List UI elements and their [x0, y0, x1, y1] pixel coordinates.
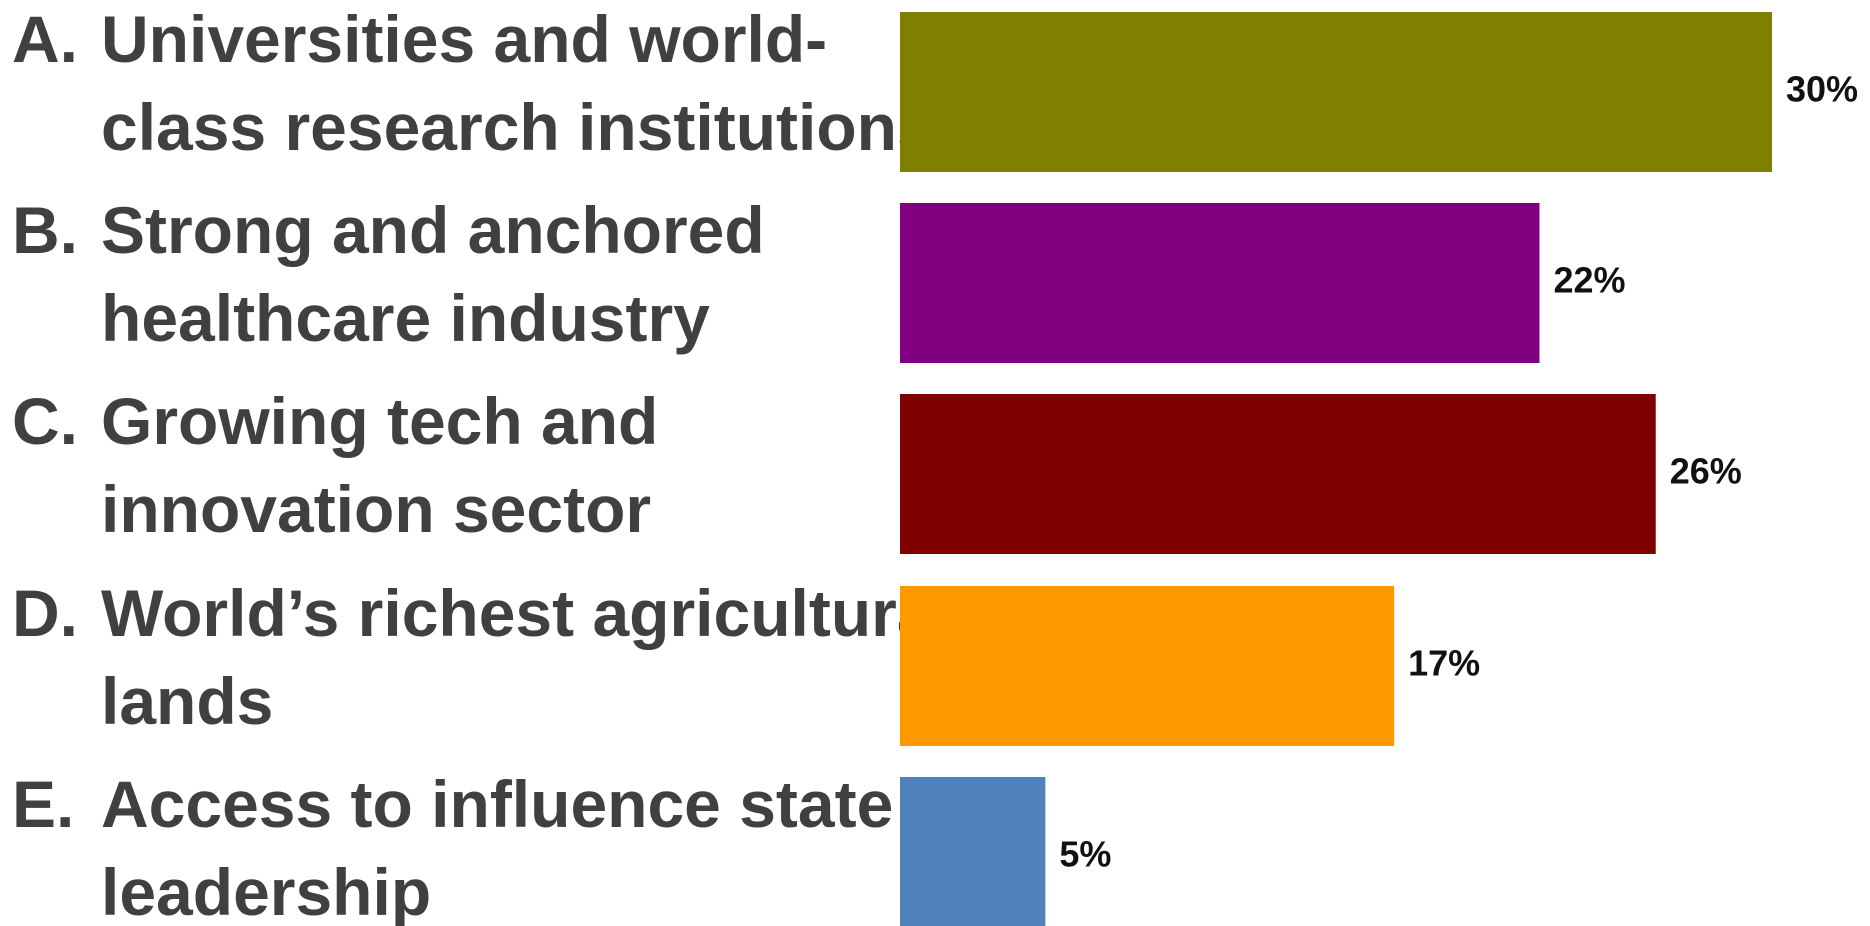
- option-d-letter: D.: [12, 576, 78, 650]
- option-b-label-line-2: healthcare industry: [101, 281, 710, 355]
- option-b-letter: B.: [12, 193, 78, 267]
- option-b-value-label: 22%: [1553, 260, 1625, 301]
- option-d-value-label: 17%: [1408, 643, 1480, 684]
- option-c-bar: [900, 394, 1656, 554]
- option-a-value-label: 30%: [1786, 69, 1858, 110]
- bars: [900, 12, 1772, 926]
- option-e-value-label: 5%: [1059, 834, 1111, 875]
- option-b-label-line-1: Strong and anchored: [101, 193, 765, 267]
- option-e-label-line-2: leadership: [101, 855, 431, 926]
- option-d-label-line-2: lands: [101, 664, 273, 738]
- option-e-letter: E.: [12, 767, 74, 841]
- option-b-bar: [900, 203, 1540, 363]
- option-c-value-label: 26%: [1670, 451, 1742, 492]
- option-d-bar: [900, 586, 1395, 746]
- option-a-label-line-2: class research institutions: [101, 90, 934, 164]
- option-a-letter: A.: [12, 2, 78, 76]
- option-a-label-line-1: Universities and world-: [101, 2, 827, 76]
- option-e-label-line-1: Access to influence state: [101, 767, 893, 841]
- option-d-label-line-1: World’s richest agricultural: [101, 576, 952, 650]
- option-labels: A. Universities and world-class research …: [12, 2, 952, 926]
- option-c-label-line-1: Growing tech and: [101, 384, 658, 458]
- option-a-bar: [900, 12, 1772, 172]
- value-labels: 30% 22% 26% 17% 5%: [1059, 69, 1858, 875]
- option-e-bar: [900, 777, 1046, 926]
- option-c-letter: C.: [12, 384, 78, 458]
- option-c-label-line-2: innovation sector: [101, 472, 651, 546]
